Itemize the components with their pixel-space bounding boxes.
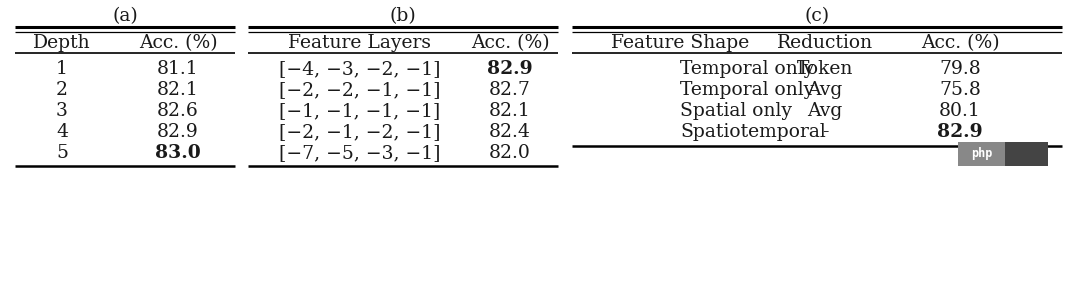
Text: Acc. (%): Acc. (%) <box>471 34 550 52</box>
Text: 82.4: 82.4 <box>489 123 531 141</box>
Text: 82.9: 82.9 <box>157 123 199 141</box>
Text: Acc. (%): Acc. (%) <box>138 34 217 52</box>
Text: [−4, −3, −2, −1]: [−4, −3, −2, −1] <box>280 60 441 78</box>
Text: (b): (b) <box>390 7 417 25</box>
Text: 82.9: 82.9 <box>487 60 532 78</box>
Text: Feature Layers: Feature Layers <box>288 34 432 52</box>
Text: -: - <box>822 123 828 141</box>
Text: 3: 3 <box>56 102 68 120</box>
Text: 82.0: 82.0 <box>489 144 531 162</box>
Text: Feature Shape: Feature Shape <box>611 34 750 52</box>
Text: 82.7: 82.7 <box>489 81 531 99</box>
Text: 82.1: 82.1 <box>157 81 199 99</box>
Text: 5: 5 <box>56 144 68 162</box>
Text: 83.0: 83.0 <box>156 144 201 162</box>
Text: 81.1: 81.1 <box>158 60 199 78</box>
Text: 4: 4 <box>56 123 68 141</box>
Text: 82.6: 82.6 <box>157 102 199 120</box>
Text: Acc. (%): Acc. (%) <box>920 34 999 52</box>
Text: 1: 1 <box>56 60 68 78</box>
Text: 82.1: 82.1 <box>489 102 531 120</box>
Text: (c): (c) <box>805 7 829 25</box>
Text: Depth: Depth <box>33 34 91 52</box>
Text: 2: 2 <box>56 81 68 99</box>
Bar <box>958 142 1048 166</box>
Text: Spatiotemporal: Spatiotemporal <box>680 123 826 141</box>
Text: Token: Token <box>797 60 853 78</box>
Text: Reduction: Reduction <box>777 34 873 52</box>
Text: [−2, −2, −1, −1]: [−2, −2, −1, −1] <box>280 81 441 99</box>
Text: Temporal only: Temporal only <box>680 81 814 99</box>
Text: Temporal only: Temporal only <box>680 60 814 78</box>
Text: 79.8: 79.8 <box>940 60 981 78</box>
Text: 82.9: 82.9 <box>937 123 983 141</box>
Text: php: php <box>971 147 993 161</box>
Text: 80.1: 80.1 <box>940 102 981 120</box>
Text: (a): (a) <box>112 7 138 25</box>
Text: Spatial only: Spatial only <box>680 102 792 120</box>
Text: 75.8: 75.8 <box>940 81 981 99</box>
Text: Avg: Avg <box>808 81 842 99</box>
Bar <box>958 142 1004 166</box>
Text: Avg: Avg <box>808 102 842 120</box>
Text: [−7, −5, −3, −1]: [−7, −5, −3, −1] <box>280 144 441 162</box>
Text: [−1, −1, −1, −1]: [−1, −1, −1, −1] <box>280 102 441 120</box>
Text: [−2, −1, −2, −1]: [−2, −1, −2, −1] <box>280 123 441 141</box>
